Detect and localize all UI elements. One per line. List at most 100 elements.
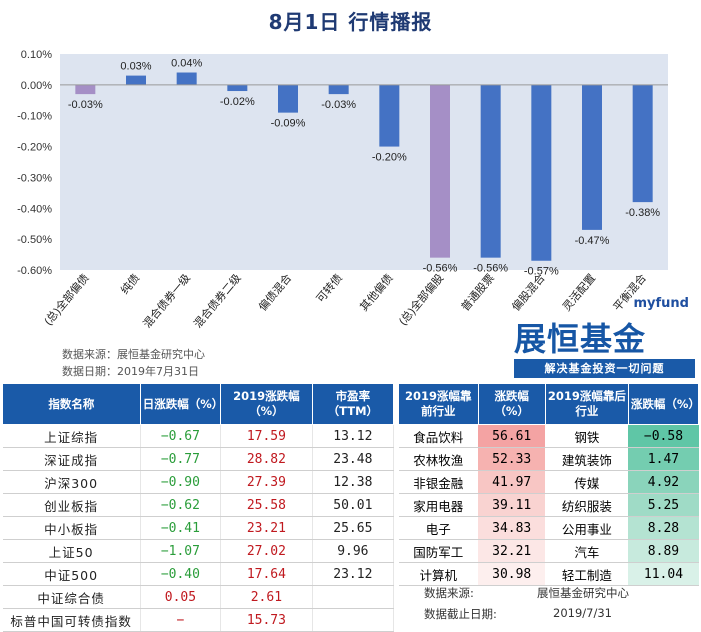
top-change-cell: 39.11 <box>478 493 546 517</box>
footer-source-label: 数据来源: <box>424 586 474 600</box>
table-row: 农林牧渔 52.33 建筑装饰 1.47 <box>398 447 699 471</box>
top-industry-cell: 国防军工 <box>398 539 478 563</box>
top-change-cell: 32.21 <box>478 539 546 563</box>
header-pe: 市盈率（TTM） <box>311 383 395 425</box>
header-bottom-industry: 2019涨幅靠后行业 <box>544 383 629 425</box>
top-industry-cell: 家用电器 <box>398 493 478 517</box>
index-name-cell: 中证综合债 <box>2 585 141 609</box>
brand-logo: myfund 展恒基金 解决基金投资一切问题 <box>510 296 695 380</box>
bottom-industry-cell: 公用事业 <box>545 516 629 540</box>
table-row: 上证50 −1.07 27.02 9.96 <box>2 539 395 563</box>
bar <box>126 75 146 85</box>
logo-slogan: 解决基金投资一切问题 <box>514 359 695 378</box>
year-change-cell: 27.02 <box>220 539 313 563</box>
bar-value-label: 0.04% <box>171 58 202 70</box>
bottom-change-cell: 4.92 <box>628 470 699 494</box>
day-change-cell: −0.40 <box>140 562 222 586</box>
day-change-cell: −0.62 <box>140 493 222 517</box>
bar-value-label: -0.47% <box>575 235 610 247</box>
bottom-industry-cell: 传媒 <box>545 470 629 494</box>
bottom-change-cell: −0.58 <box>628 424 699 448</box>
category-label: 纯债 <box>117 271 142 297</box>
day-change-cell: −0.41 <box>140 516 222 540</box>
bar-value-label: -0.57% <box>524 266 559 278</box>
bottom-industry-cell: 建筑装饰 <box>545 447 629 471</box>
chart-date-line: 数据日期：2019年7月31日 <box>62 365 199 378</box>
bar-value-label: -0.03% <box>321 99 356 111</box>
pe-cell: 25.65 <box>312 516 395 540</box>
bar-value-label: -0.56% <box>423 263 458 275</box>
plot-area <box>60 54 668 270</box>
bar <box>430 84 450 258</box>
table-row: 沪深300 −0.90 27.39 12.38 <box>2 470 395 494</box>
header-year-change: 2019涨跌幅（%） <box>220 383 313 425</box>
day-change-cell: −1.07 <box>140 539 222 563</box>
category-label: 混合债券一级 <box>140 271 193 331</box>
year-change-cell: 17.64 <box>220 562 313 586</box>
y-tick-label: -0.50% <box>17 234 52 246</box>
table-row: 家用电器 39.11 纺织服装 5.25 <box>398 493 699 517</box>
top-industry-cell: 计算机 <box>398 562 478 586</box>
bar-value-label: -0.03% <box>68 99 103 111</box>
top-change-cell: 41.97 <box>478 470 546 494</box>
pe-cell <box>312 585 395 609</box>
footer-date-value: 2019/7/31 <box>553 606 612 620</box>
page-title: 8月1日 行情播报 <box>268 10 433 34</box>
index-name-cell: 沪深300 <box>2 470 141 494</box>
bar <box>328 84 349 95</box>
bottom-change-cell: 8.28 <box>628 516 699 540</box>
bar-value-label: 0.03% <box>120 61 151 73</box>
header-bottom-change: 涨跌幅（%） <box>627 383 700 425</box>
top-industry-cell: 食品饮料 <box>398 424 478 448</box>
bar-value-label: -0.38% <box>625 207 660 219</box>
day-change-cell: −0.77 <box>140 447 222 471</box>
pe-cell: 13.12 <box>312 424 395 448</box>
category-label: 混合债券二级 <box>190 271 243 331</box>
top-industry-cell: 非银金融 <box>398 470 478 494</box>
index-name-cell: 深证成指 <box>2 447 141 471</box>
bar <box>582 84 602 230</box>
logo-small-text: myfund <box>633 296 690 311</box>
category-label: 其他偏债 <box>357 271 396 314</box>
bar <box>75 84 96 95</box>
bar <box>531 84 552 261</box>
chart-source-line: 数据来源：展恒基金研究中心 <box>62 348 205 361</box>
index-name-cell: 中小板指 <box>2 516 141 540</box>
industry-table: 2019涨幅靠前行业 涨跌幅（%） 2019涨幅靠后行业 涨跌幅（%） 食品饮料… <box>398 383 700 586</box>
top-change-cell: 30.98 <box>478 562 546 586</box>
index-table: 指数名称 日涨跌幅（%） 2019涨跌幅（%） 市盈率（TTM） 上证综指 −0.… <box>2 383 395 632</box>
table-row: 食品饮料 56.61 钢铁 −0.58 <box>398 424 699 448</box>
y-tick-label: -0.20% <box>17 142 52 154</box>
category-label: 普通股票 <box>458 271 497 314</box>
y-tick-label: -0.60% <box>17 265 52 277</box>
bottom-change-cell: 1.47 <box>628 447 699 471</box>
table-row: 计算机 30.98 轻工制造 11.04 <box>398 562 699 586</box>
index-name-cell: 上证综指 <box>2 424 141 448</box>
y-tick-label: -0.30% <box>17 172 52 184</box>
y-tick-label: 0.10% <box>21 49 52 61</box>
bar <box>176 72 197 85</box>
year-change-cell: 27.39 <box>220 470 313 494</box>
bar-value-label: -0.56% <box>473 263 508 275</box>
table-row: 中小板指 −0.41 23.21 25.65 <box>2 516 395 540</box>
top-industry-cell: 农林牧渔 <box>398 447 478 471</box>
pe-cell: 23.12 <box>312 562 395 586</box>
year-change-cell: 15.73 <box>220 608 313 632</box>
year-change-cell: 23.21 <box>220 516 313 540</box>
y-tick-label: 0.00% <box>21 80 52 92</box>
category-label: 偏债混合 <box>255 271 294 314</box>
bar-value-label: -0.02% <box>220 96 255 108</box>
bottom-change-cell: 11.04 <box>628 562 699 586</box>
bottom-change-cell: 8.89 <box>628 539 699 563</box>
bottom-industry-cell: 钢铁 <box>545 424 629 448</box>
table-row: 中证500 −0.40 17.64 23.12 <box>2 562 395 586</box>
header-index-name: 指数名称 <box>2 383 141 425</box>
category-label: (总)全部偏债 <box>41 271 92 328</box>
bottom-industry-cell: 纺织服装 <box>545 493 629 517</box>
header-top-industry: 2019涨幅靠前行业 <box>398 383 479 425</box>
bottom-industry-cell: 汽车 <box>545 539 629 563</box>
table-row: 非银金融 41.97 传媒 4.92 <box>398 470 699 494</box>
footer-date-label: 数据截止日期: <box>424 607 497 621</box>
day-change-cell: 0.05 <box>140 585 222 609</box>
pe-cell: 23.48 <box>312 447 395 471</box>
